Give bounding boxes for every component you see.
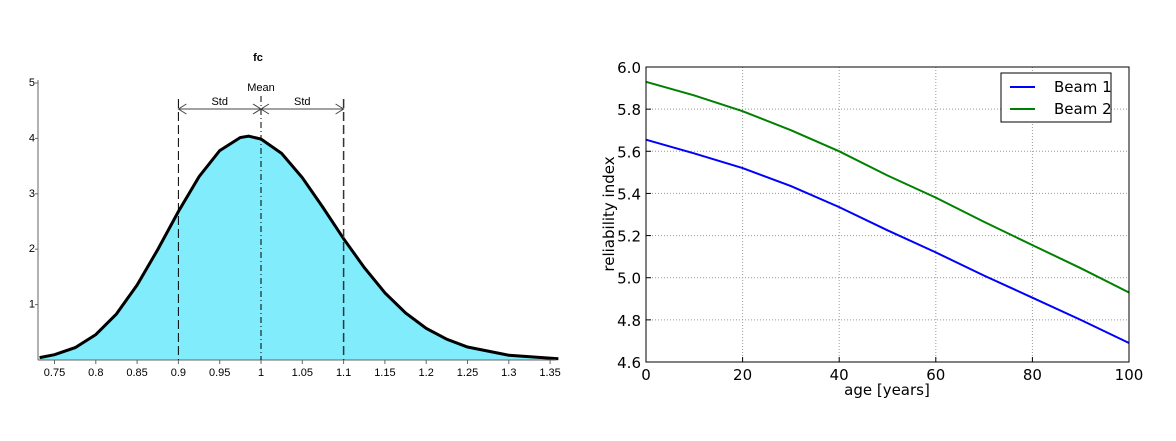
series-line-beam-1 [645, 138, 1130, 344]
y-tick-label: 3 [29, 188, 35, 200]
chart-title: fc [253, 52, 263, 64]
x-tick-label: 0.85 [126, 367, 147, 379]
arrowhead-icon [260, 103, 270, 115]
x-tick-label: 40 [830, 366, 849, 384]
arrowhead-icon [177, 103, 187, 115]
legend-label: Beam 1 [1054, 78, 1112, 96]
x-tick-label: 1.15 [374, 367, 395, 379]
series-line-beam-2 [645, 80, 1130, 294]
x-tick-label: 1.3 [501, 367, 516, 379]
y-tick-label: 5.4 [617, 185, 641, 203]
x-tick-label: 20 [733, 366, 752, 384]
std-label-right: Std [294, 96, 311, 108]
y-tick-label: 5.6 [617, 143, 641, 161]
y-tick-label: 6.0 [617, 59, 641, 77]
y-tick-label: 5.8 [617, 101, 641, 119]
y-tick-label: 4.6 [617, 354, 641, 372]
y-tick-label: 4 [29, 132, 35, 144]
pdf-chart: fc 0.75 0.8 0.85 0.9 0.95 1 1.05 1.1 1.15 1.2 1.25… [29, 52, 561, 379]
x-tick-label: 0.75 [44, 367, 65, 379]
plot-frame [645, 66, 1130, 363]
x-tick-label: 0.95 [209, 367, 230, 379]
y-tick-label: 1 [29, 299, 35, 311]
x-tick-label: 0 [641, 366, 651, 384]
y-tick-label: 5.2 [617, 228, 641, 246]
x-tick-label: 80 [1023, 366, 1042, 384]
y-tick-label: 2 [29, 243, 35, 255]
reliability-chart: 0 20 40 60 80 100 4.6 4.8 5.0 5.2 5.4 5.6 5.8 6.0 ag… [600, 59, 1143, 399]
x-axis-label: age [years] [844, 381, 930, 399]
x-tick-label: 60 [926, 366, 945, 384]
y-axis-label: reliability index [600, 156, 618, 271]
x-tick-label: 1.05 [292, 367, 313, 379]
arrowhead-icon [335, 103, 345, 115]
x-tick-label: 1 [258, 367, 264, 379]
legend-label: Beam 2 [1054, 100, 1112, 118]
x-tick-label: 1.35 [539, 367, 560, 379]
x-tick-label: 0.9 [171, 367, 186, 379]
y-tick-label: 4.8 [617, 312, 641, 330]
x-tick-label: 1.2 [419, 367, 434, 379]
x-tick-label: 100 [1115, 366, 1144, 384]
mean-label: Mean [247, 82, 275, 94]
x-tick-label: 1.25 [457, 367, 478, 379]
legend: Beam 1 Beam 2 [1000, 72, 1112, 123]
std-label-left: Std [211, 96, 228, 108]
x-tick-label: 0.8 [88, 367, 103, 379]
y-tick-label: 5 [29, 77, 35, 89]
x-tick-label: 1.1 [336, 367, 351, 379]
pdf-fill-area [39, 136, 559, 360]
y-tick-label: 5.0 [617, 270, 641, 288]
legend-box [1000, 72, 1112, 123]
